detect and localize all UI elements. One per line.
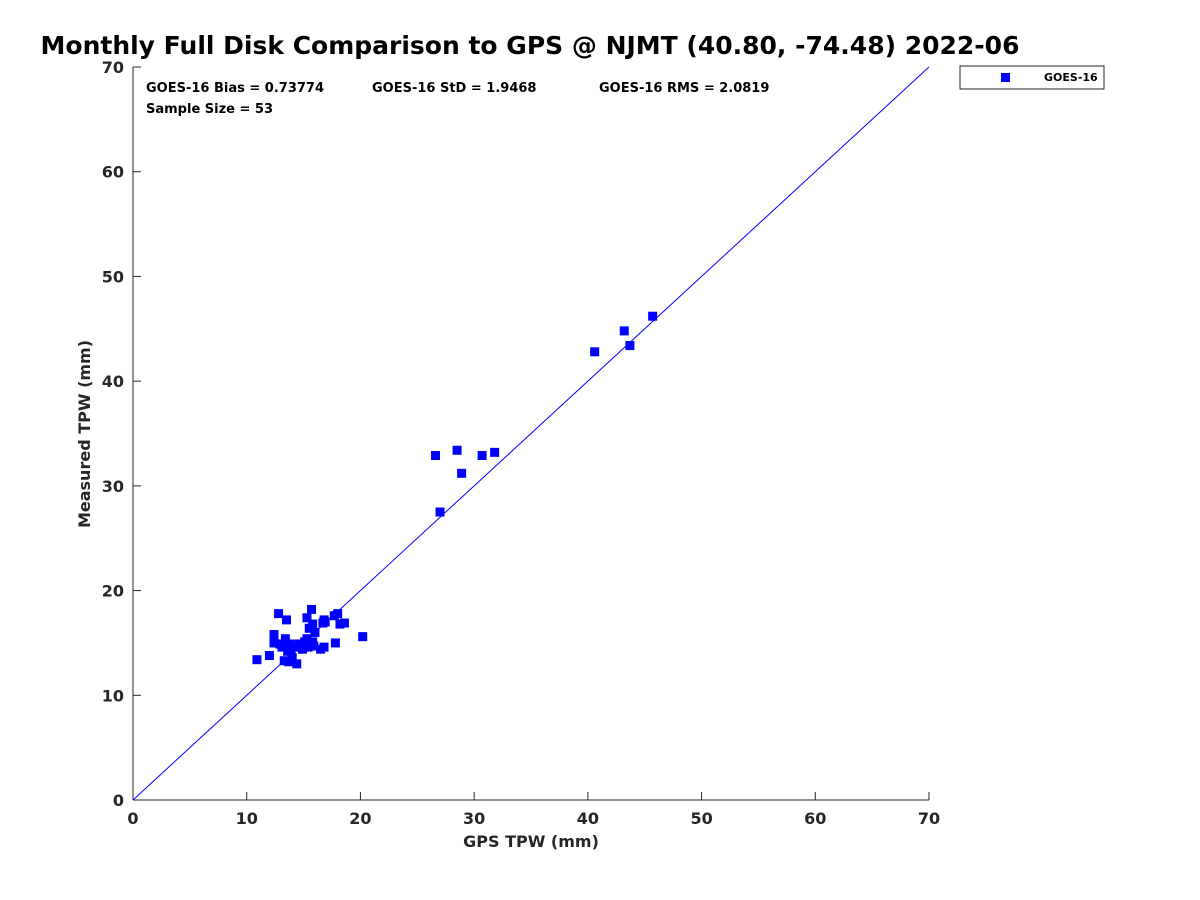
x-tick-label: 0 [127, 809, 138, 828]
y-tick-label: 0 [113, 791, 124, 810]
legend: GOES-16 [959, 65, 1105, 90]
data-point [269, 630, 279, 640]
data-point [333, 609, 343, 619]
data-point [625, 341, 635, 351]
data-point [310, 627, 320, 637]
x-tick-label: 30 [463, 809, 485, 828]
y-ticks: 0 10 20 30 40 50 60 70 [102, 58, 141, 810]
bias-stat: GOES-16 Bias = 0.73774 [146, 81, 324, 96]
data-point [303, 642, 313, 652]
data-point [286, 645, 296, 655]
data-point [302, 613, 312, 623]
data-point [648, 311, 658, 321]
data-point [269, 638, 279, 648]
sample-size-stat: Sample Size = 53 [146, 102, 273, 117]
y-tick-label: 60 [102, 163, 124, 182]
data-point [278, 640, 288, 650]
data-point [319, 642, 329, 652]
data-point [287, 653, 297, 663]
scatter-points [252, 311, 658, 669]
data-point [330, 638, 340, 648]
data-point [307, 604, 317, 614]
x-tick-label: 40 [577, 809, 599, 828]
data-point [294, 639, 304, 649]
data-point [302, 634, 312, 644]
data-point [619, 326, 629, 336]
y-tick-label: 20 [102, 582, 124, 601]
data-point [297, 644, 307, 654]
chart-title: Monthly Full Disk Comparison to GPS @ NJ… [41, 31, 1020, 60]
y-tick-label: 50 [102, 267, 124, 286]
data-point [452, 445, 462, 455]
x-ticks: 0 10 20 30 40 50 60 70 [127, 792, 940, 828]
data-point [335, 619, 345, 629]
y-tick-label: 70 [102, 58, 124, 77]
data-point [477, 450, 487, 460]
rms-stat: GOES-16 RMS = 2.0819 [599, 81, 769, 96]
x-tick-label: 10 [236, 809, 258, 828]
data-point [279, 656, 289, 666]
y-tick-label: 10 [102, 686, 124, 705]
legend-marker [1001, 73, 1010, 82]
data-point [435, 507, 445, 517]
x-axis-label: GPS TPW (mm) [463, 832, 599, 851]
data-point [280, 634, 290, 644]
data-point [490, 447, 500, 457]
data-point [457, 468, 467, 478]
data-point [340, 618, 350, 628]
data-point [264, 650, 274, 660]
legend-label: GOES-16 [1044, 71, 1098, 84]
x-tick-label: 70 [918, 809, 940, 828]
data-point [308, 619, 318, 629]
data-point [358, 632, 368, 642]
y-axis-label: Measured TPW (mm) [75, 340, 94, 528]
y-tick-label: 40 [102, 372, 124, 391]
data-point [274, 609, 284, 619]
x-tick-label: 20 [349, 809, 371, 828]
plot-area: 0 10 20 30 40 50 60 70 0 10 20 30 40 50 60 70 [102, 58, 940, 828]
data-point [292, 659, 302, 669]
x-tick-label: 60 [804, 809, 826, 828]
one-to-one-reference-line [132, 66, 930, 801]
std-stat: GOES-16 StD = 1.9468 [372, 81, 536, 96]
y-tick-label: 30 [102, 477, 124, 496]
data-point [590, 347, 600, 357]
data-point [252, 655, 262, 665]
data-point [282, 615, 292, 625]
data-point [320, 617, 330, 627]
data-point [309, 641, 319, 651]
data-point [430, 450, 440, 460]
x-tick-label: 50 [690, 809, 712, 828]
data-point [285, 639, 295, 649]
legend-box [959, 65, 1105, 90]
